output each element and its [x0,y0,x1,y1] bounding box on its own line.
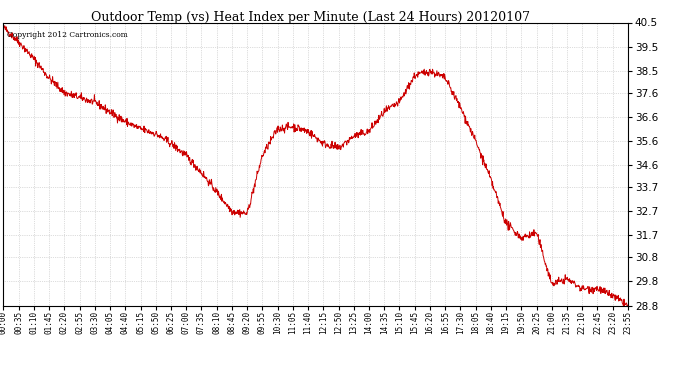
Text: Copyright 2012 Cartronics.com: Copyright 2012 Cartronics.com [7,31,128,39]
Text: Outdoor Temp (vs) Heat Index per Minute (Last 24 Hours) 20120107: Outdoor Temp (vs) Heat Index per Minute … [91,11,530,24]
